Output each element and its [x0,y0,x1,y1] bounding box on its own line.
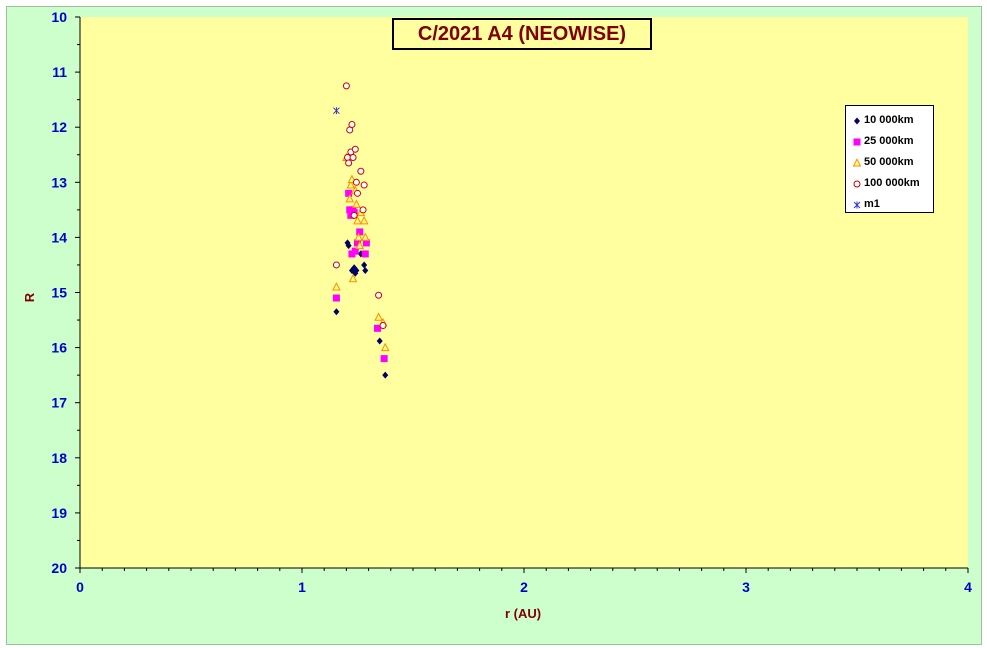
x-tick-label: 3 [742,579,750,595]
legend-item: 50 000km [846,152,933,173]
data-point [356,228,364,236]
legend-item: 10 000km [846,110,933,131]
y-tick-label: 15 [51,285,67,301]
x-axis-title: r (AU) [505,606,541,621]
legend-label: 25 000km [864,135,914,147]
data-point [360,181,368,189]
legend-marker-icon [853,201,861,209]
data-point [354,232,363,241]
plot-area [80,17,968,568]
data-point [348,120,356,128]
legend-label: 50 000km [864,156,914,168]
x-tick-label: 4 [964,579,972,595]
y-tick-label: 12 [51,119,67,135]
data-point [362,266,369,274]
data-point [332,282,341,291]
data-point [333,107,340,115]
y-tick-label: 18 [51,450,67,466]
data-point [359,206,367,214]
series-100-000km [332,82,387,330]
legend-label: 100 000km [864,177,920,189]
legend-marker [854,117,860,125]
data-point [373,324,381,332]
legend-item: m1 [846,194,933,215]
y-tick-label: 16 [51,340,67,356]
legend-marker-icon [854,117,860,125]
chart-title: C/2021 A4 (NEOWISE) [392,18,652,50]
legend-item: 100 000km [846,173,933,194]
legend-marker [852,158,862,167]
data-point [350,211,358,219]
x-tick-label: 0 [76,579,84,595]
data-point [353,215,362,225]
data-point [379,322,387,330]
data-point [351,145,359,153]
data-point [355,240,365,250]
data-point [376,337,383,345]
data-point [359,215,369,225]
data-point [357,167,365,175]
legend-label: m1 [864,198,880,210]
data-point [342,82,350,90]
data-point [333,308,340,316]
y-axis: 10 11 12 13 14 15 16 17 18 19 20 [51,9,81,576]
data-point [348,273,358,283]
data-point [349,154,357,162]
data-point [345,189,353,197]
y-tick-label: 17 [51,395,67,411]
data-point [360,232,370,241]
y-tick-label: 20 [51,560,67,576]
legend-marker [853,180,861,188]
data-point [332,261,340,269]
x-tick-label: 1 [298,579,306,595]
data-point [353,266,360,274]
legend-marker-icon [852,158,862,167]
y-axis-title: R [22,292,37,302]
x-tick-label: 2 [520,579,528,595]
data-point [380,355,388,363]
legend-marker [853,201,861,209]
y-tick-label: 14 [51,229,67,245]
y-tick-label: 10 [51,9,67,25]
series-m1 [333,107,340,115]
x-axis: 0 1 2 3 4 [76,567,972,595]
y-tick-label: 11 [52,64,67,80]
series-10-000km [333,239,389,379]
data-point [351,247,359,255]
data-point [382,371,389,379]
data-point [362,239,370,247]
legend-marker-icon [853,180,861,188]
data-point [352,199,361,208]
data-point [352,178,360,186]
data-points [332,82,390,379]
data-point [375,291,383,299]
data-point [354,189,361,197]
data-point [361,261,368,269]
legend-marker [853,138,861,146]
data-point [374,312,383,321]
legend-item: 25 000km [846,131,933,152]
legend-marker-icon [853,138,861,146]
data-point [345,242,352,250]
data-point [361,250,369,258]
legend: 10 000km 25 000km 50 000km 100 000km m1 [845,105,934,213]
data-point [346,180,356,189]
data-point [345,159,353,167]
legend-label: 10 000km [864,114,914,126]
data-point [345,193,355,203]
y-tick-label: 13 [51,174,67,190]
data-point [332,294,340,302]
data-point [354,239,361,247]
y-tick-label: 19 [51,505,67,521]
data-point [380,342,390,352]
